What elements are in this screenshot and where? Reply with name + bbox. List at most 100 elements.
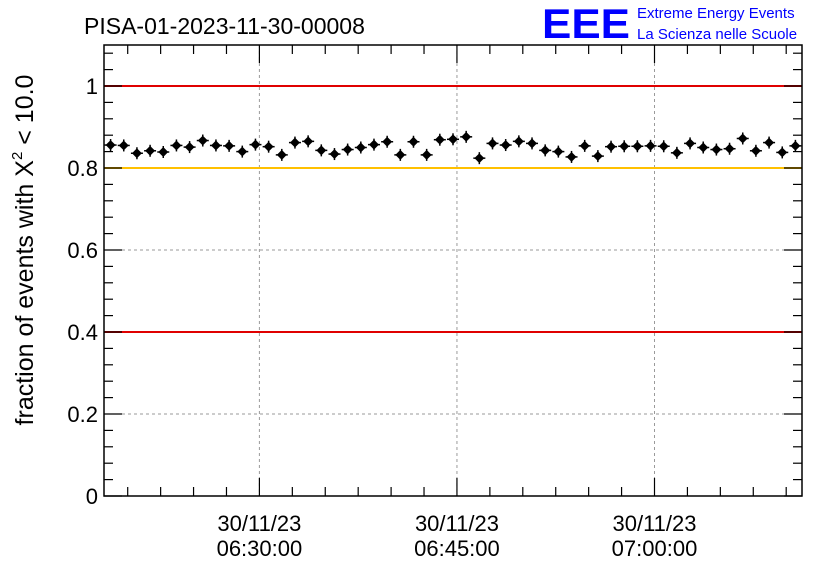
data-point-marker bbox=[448, 134, 458, 145]
data-point-marker bbox=[276, 149, 287, 160]
data-point bbox=[736, 132, 749, 145]
axis-ticks bbox=[104, 45, 802, 497]
data-point-marker bbox=[395, 149, 406, 160]
data-point bbox=[578, 139, 591, 152]
data-point bbox=[605, 140, 618, 153]
x-tick-label-time: 06:45:00 bbox=[414, 536, 500, 561]
data-point-marker bbox=[263, 141, 274, 152]
data-point bbox=[749, 144, 762, 157]
data-point-marker bbox=[698, 142, 709, 153]
data-point-marker bbox=[184, 142, 195, 153]
y-tick-label: 0.4 bbox=[67, 320, 98, 345]
data-point-marker bbox=[540, 145, 551, 156]
data-point-marker bbox=[579, 140, 590, 151]
data-point bbox=[262, 140, 275, 153]
data-point-marker bbox=[513, 136, 524, 147]
data-point-marker bbox=[553, 146, 564, 157]
data-point-marker bbox=[606, 141, 616, 152]
x-tick-label-time: 07:00:00 bbox=[612, 536, 698, 561]
data-point bbox=[486, 137, 499, 150]
data-point-marker bbox=[474, 153, 485, 164]
data-points bbox=[104, 130, 802, 165]
x-tick-label-date: 30/11/23 bbox=[217, 511, 301, 536]
data-point-marker bbox=[118, 140, 129, 151]
data-point-marker bbox=[131, 148, 142, 159]
data-point bbox=[117, 139, 130, 152]
x-tick-labels: 30/11/2306:30:0030/11/2306:45:0030/11/23… bbox=[217, 511, 698, 561]
data-point-marker bbox=[171, 140, 182, 151]
data-point bbox=[420, 148, 433, 161]
data-point bbox=[670, 146, 683, 159]
data-point bbox=[433, 133, 446, 146]
data-point-marker bbox=[329, 149, 340, 160]
data-point bbox=[631, 140, 644, 153]
data-point bbox=[288, 136, 301, 149]
data-point-marker bbox=[158, 147, 169, 157]
y-axis-label-rest: < 10.0 bbox=[11, 75, 39, 152]
data-point-marker bbox=[619, 141, 630, 152]
data-point bbox=[183, 141, 196, 154]
data-point-marker bbox=[355, 142, 366, 153]
data-point-marker bbox=[566, 151, 577, 162]
data-point-marker bbox=[316, 145, 327, 156]
data-point-marker bbox=[658, 141, 669, 152]
y-tick-label: 0.2 bbox=[67, 402, 98, 427]
data-point bbox=[512, 135, 525, 148]
data-point bbox=[591, 150, 604, 163]
data-point bbox=[209, 139, 222, 152]
data-point bbox=[565, 150, 578, 163]
y-axis-label-main: fraction of events with X bbox=[11, 160, 39, 426]
y-tick-label: 0.6 bbox=[67, 238, 98, 263]
data-point bbox=[473, 152, 486, 165]
data-point-marker bbox=[224, 140, 235, 151]
data-point bbox=[499, 139, 512, 152]
y-tick-label: 1 bbox=[86, 74, 98, 99]
data-point-marker bbox=[632, 141, 643, 152]
data-point bbox=[697, 141, 710, 154]
data-point bbox=[381, 135, 394, 148]
eee-logo-mark: EEE bbox=[542, 0, 630, 47]
data-point bbox=[249, 138, 262, 151]
data-point bbox=[447, 133, 459, 146]
data-point-marker bbox=[408, 136, 419, 147]
data-point-marker bbox=[461, 131, 472, 142]
data-point-marker bbox=[303, 136, 314, 147]
reference-lines bbox=[104, 85, 802, 333]
data-point-marker bbox=[434, 134, 445, 145]
data-point-marker bbox=[777, 147, 788, 158]
y-axis-label: fraction of events with X2 < 10.0 bbox=[9, 75, 39, 426]
data-point-marker bbox=[342, 144, 353, 155]
data-point bbox=[539, 144, 552, 157]
data-point-marker bbox=[421, 149, 432, 160]
data-point-marker bbox=[145, 145, 156, 156]
data-point-marker bbox=[711, 144, 722, 155]
data-point-marker bbox=[724, 143, 735, 154]
data-point bbox=[341, 143, 354, 156]
data-point bbox=[526, 137, 539, 150]
data-point bbox=[684, 137, 697, 150]
data-point bbox=[776, 146, 789, 159]
data-point bbox=[789, 139, 802, 152]
data-point-marker bbox=[237, 146, 248, 157]
data-point bbox=[157, 146, 170, 159]
data-point bbox=[763, 136, 776, 149]
data-point-marker bbox=[197, 135, 208, 146]
data-point bbox=[407, 135, 420, 148]
data-point-marker bbox=[790, 140, 801, 151]
data-point bbox=[723, 142, 736, 155]
data-point-marker bbox=[764, 137, 775, 148]
data-point-marker bbox=[671, 147, 682, 158]
data-point bbox=[394, 148, 407, 161]
data-point-marker bbox=[250, 139, 261, 150]
data-point bbox=[460, 130, 473, 143]
y-axis-label-sup: 2 bbox=[9, 152, 26, 160]
y-tick-label: 0.8 bbox=[67, 156, 98, 181]
y-tick-labels: 0 0.2 0.4 0.6 0.8 1 bbox=[67, 74, 98, 509]
x-tick-label-date: 30/11/23 bbox=[612, 511, 696, 536]
data-point-marker bbox=[527, 138, 537, 149]
data-point bbox=[644, 139, 657, 152]
data-point bbox=[144, 144, 157, 157]
plot-frame bbox=[103, 44, 803, 497]
